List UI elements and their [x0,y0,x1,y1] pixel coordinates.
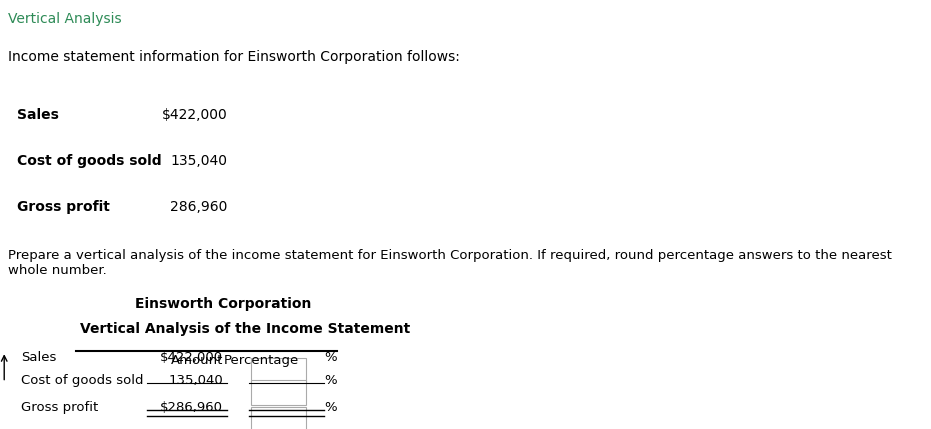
Text: Percentage: Percentage [223,354,299,367]
Text: %: % [324,374,337,387]
Text: Amount: Amount [171,354,223,367]
Text: %: % [324,351,337,364]
FancyBboxPatch shape [251,408,305,429]
Text: Cost of goods sold: Cost of goods sold [21,374,143,387]
Text: %: % [324,401,337,414]
Text: 135,040: 135,040 [169,374,223,387]
FancyBboxPatch shape [251,381,305,405]
Text: Cost of goods sold: Cost of goods sold [17,154,161,168]
Text: Prepare a vertical analysis of the income statement for Einsworth Corporation. I: Prepare a vertical analysis of the incom… [8,250,892,278]
Text: Gross profit: Gross profit [21,401,99,414]
Text: Income statement information for Einsworth Corporation follows:: Income statement information for Einswor… [8,50,460,64]
Text: 286,960: 286,960 [170,199,227,214]
Text: $422,000: $422,000 [162,108,227,122]
Text: Vertical Analysis of the Income Statement: Vertical Analysis of the Income Statemen… [80,322,411,336]
Text: Einsworth Corporation: Einsworth Corporation [135,297,311,311]
Text: $286,960: $286,960 [160,401,223,414]
FancyBboxPatch shape [251,358,305,383]
Text: 135,040: 135,040 [170,154,227,168]
Text: Gross profit: Gross profit [17,199,110,214]
Text: $422,000: $422,000 [160,351,223,364]
Text: Sales: Sales [17,108,59,122]
Text: Vertical Analysis: Vertical Analysis [8,12,122,27]
Text: Sales: Sales [21,351,57,364]
